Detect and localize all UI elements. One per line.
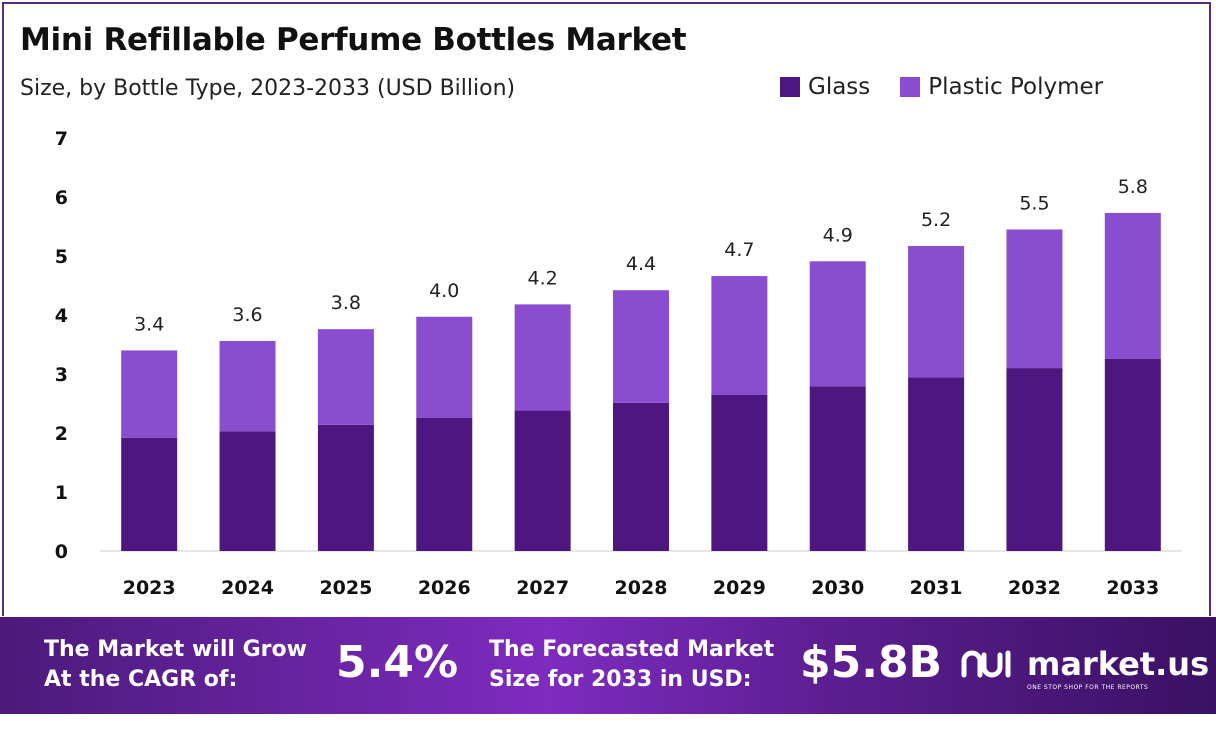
x-tick-label-2026: 2026 (418, 577, 471, 599)
bar-plastic-polymer-2033 (1104, 212, 1161, 359)
forecast-value: $5.8B (800, 637, 943, 688)
bar-glass-2033 (1104, 358, 1161, 551)
cagr-label-line2: At the CAGR of: (44, 667, 238, 692)
cagr-label: The Market will Grow At the CAGR of: (44, 635, 307, 695)
bar-glass-2032 (1006, 368, 1063, 551)
bar-total-label-2031: 5.2 (921, 209, 951, 231)
x-tick-label-2031: 2031 (910, 577, 963, 599)
y-tick-label: 1 (55, 482, 68, 504)
bar-plastic-polymer-2029 (711, 276, 768, 395)
bar-total-label-2023: 3.4 (134, 313, 164, 335)
x-tick-label-2027: 2027 (516, 577, 569, 599)
bar-plastic-polymer-2026 (416, 316, 473, 418)
bar-glass-2027 (514, 410, 571, 551)
bar-total-label-2030: 4.9 (823, 224, 853, 246)
bar-glass-2029 (711, 394, 768, 551)
legend-item-plastic-polymer: Plastic Polymer (900, 74, 1103, 100)
bar-plastic-polymer-2024 (219, 340, 276, 432)
bar-glass-2031 (908, 377, 965, 551)
bar-plastic-polymer-2031 (908, 245, 965, 378)
forecast-label: The Forecasted Market Size for 2033 in U… (489, 635, 774, 695)
legend: Glass Plastic Polymer (780, 74, 1133, 100)
legend-item-glass: Glass (780, 74, 870, 100)
y-tick-label: 5 (55, 246, 68, 268)
x-tick-label-2024: 2024 (221, 577, 274, 599)
bar-total-label-2027: 4.2 (528, 267, 558, 289)
market-us-logo-icon (961, 650, 1011, 678)
legend-label-plastic-polymer: Plastic Polymer (928, 74, 1104, 100)
brand-name: market.us (1027, 645, 1210, 683)
bar-plastic-polymer-2028 (613, 290, 669, 403)
chart-subtitle: Size, by Bottle Type, 2023-2033 (USD Bil… (20, 76, 516, 101)
x-tick-label-2033: 2033 (1106, 577, 1159, 599)
x-tick-label-2025: 2025 (319, 577, 372, 599)
bar-total-label-2028: 4.4 (626, 253, 656, 275)
x-tick-label-2030: 2030 (811, 577, 864, 599)
chart-title: Mini Refillable Perfume Bottles Market (20, 22, 687, 58)
bar-total-label-2025: 3.8 (331, 292, 361, 314)
bar-glass-2028 (613, 402, 669, 551)
bar-plastic-polymer-2032 (1006, 229, 1063, 369)
bar-total-label-2033: 5.8 (1118, 176, 1148, 198)
chart-frame (2, 2, 1211, 616)
bar-chart: 0 1 2 3 4 5 6 7 3.4 2023 3.6 2024 3.8 2025 4.0 2026 4.2 2… (55, 128, 1182, 599)
forecast-label-line1: The Forecasted Market (489, 637, 775, 662)
legend-swatch-glass (780, 77, 800, 97)
bar-plastic-polymer-2025 (317, 329, 374, 425)
bar-glass-2025 (317, 424, 374, 551)
bar-total-label-2026: 4.0 (429, 280, 459, 302)
footer-banner: The Market will Grow At the CAGR of: 5.4… (0, 617, 1216, 714)
x-tick-label-2032: 2032 (1008, 577, 1061, 599)
bar-glass-2023 (121, 437, 178, 551)
forecast-label-line2: Size for 2033 in USD: (489, 667, 752, 692)
y-tick-label: 7 (55, 128, 68, 150)
x-tick-label-2029: 2029 (713, 577, 766, 599)
bar-total-label-2029: 4.7 (724, 239, 754, 261)
brand-tagline: ONE STOP SHOP FOR THE REPORTS (1027, 684, 1149, 691)
bar-total-label-2032: 5.5 (1019, 192, 1049, 214)
x-tick-label-2023: 2023 (123, 577, 176, 599)
legend-swatch-plastic-polymer (900, 77, 921, 97)
y-tick-label: 4 (55, 305, 68, 327)
bar-total-label-2024: 3.6 (232, 304, 262, 326)
y-tick-label: 6 (55, 187, 68, 209)
cagr-label-line1: The Market will Grow (44, 637, 307, 662)
y-tick-label: 3 (55, 364, 68, 386)
legend-label-glass: Glass (808, 74, 871, 100)
y-tick-label: 0 (55, 541, 68, 563)
bar-plastic-polymer-2027 (514, 304, 571, 411)
bar-glass-2030 (809, 386, 866, 551)
bar-glass-2024 (219, 431, 276, 551)
y-tick-label: 2 (55, 423, 68, 445)
cagr-value: 5.4% (336, 637, 459, 688)
bar-glass-2026 (416, 417, 473, 551)
x-tick-label-2028: 2028 (615, 577, 668, 599)
bar-plastic-polymer-2023 (121, 350, 178, 438)
bar-plastic-polymer-2030 (809, 261, 866, 387)
